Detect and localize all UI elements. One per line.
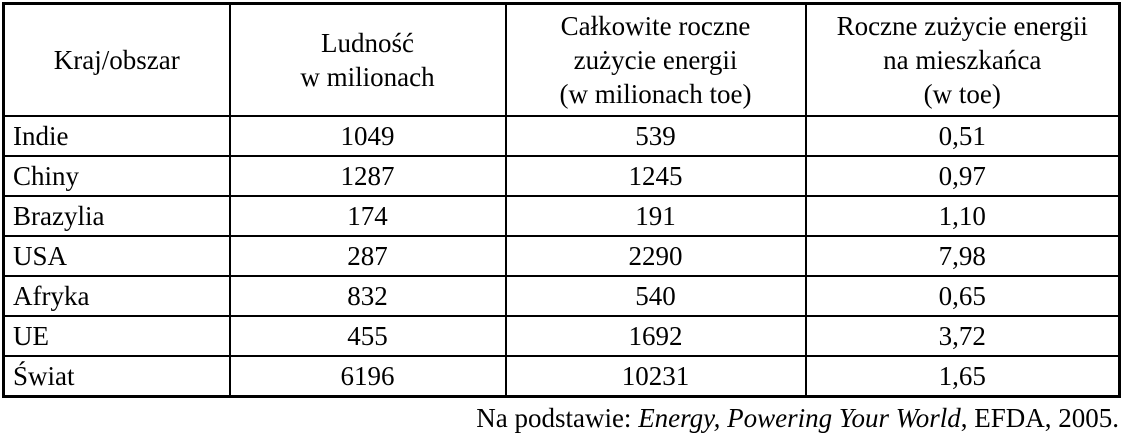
table-row: UE 455 1692 3,72 xyxy=(2,314,1121,357)
cell-population: 174 xyxy=(228,194,507,237)
table-row: Chiny 1287 1245 0,97 xyxy=(2,154,1121,197)
header-zuzycie-na-mieszkanca: Roczne zużycie energii na mieszkańca (w … xyxy=(804,2,1121,117)
cell-population: 1287 xyxy=(228,154,507,197)
cell-country: Brazylia xyxy=(2,194,231,237)
cell-country: Afryka xyxy=(2,274,231,317)
cell-country: Indie xyxy=(2,114,231,157)
table-row: Indie 1049 539 0,51 xyxy=(2,114,1121,157)
cell-total-consumption: 2290 xyxy=(504,234,807,277)
header-row: Kraj/obszar Ludność w milionach Całkowit… xyxy=(2,2,1121,117)
source-caption: Na podstawie: Energy, Powering Your Worl… xyxy=(0,402,1119,434)
header-ludnosc: Ludność w milionach xyxy=(228,2,507,117)
source-caption-title: Energy, Powering Your World xyxy=(638,403,961,433)
table-row: Brazylia 174 191 1,10 xyxy=(2,194,1121,237)
cell-per-capita: 0,97 xyxy=(804,154,1121,197)
cell-population: 287 xyxy=(228,234,507,277)
cell-population: 1049 xyxy=(228,114,507,157)
cell-population: 455 xyxy=(228,314,507,357)
cell-per-capita: 3,72 xyxy=(804,314,1121,357)
cell-country: USA xyxy=(2,234,231,277)
source-caption-prefix: Na podstawie: xyxy=(476,403,639,433)
cell-country: Chiny xyxy=(2,154,231,197)
cell-country: UE xyxy=(2,314,231,357)
cell-total-consumption: 1692 xyxy=(504,314,807,357)
header-calkowite-zuzycie: Całkowite roczne zużycie energii (w mili… xyxy=(504,2,807,117)
cell-per-capita: 1,10 xyxy=(804,194,1121,237)
cell-per-capita: 0,51 xyxy=(804,114,1121,157)
header-kraj-obszar: Kraj/obszar xyxy=(2,2,231,117)
source-caption-suffix: , EFDA, 2005. xyxy=(960,403,1119,433)
cell-total-consumption: 539 xyxy=(504,114,807,157)
table-row: USA 287 2290 7,98 xyxy=(2,234,1121,277)
cell-total-consumption: 1245 xyxy=(504,154,807,197)
energy-consumption-table: Kraj/obszar Ludność w milionach Całkowit… xyxy=(2,2,1121,398)
cell-total-consumption: 10231 xyxy=(504,354,807,397)
table-row: Afryka 832 540 0,65 xyxy=(2,274,1121,317)
cell-per-capita: 0,65 xyxy=(804,274,1121,317)
cell-population: 6196 xyxy=(228,354,507,397)
cell-per-capita: 7,98 xyxy=(804,234,1121,277)
table-row: Świat 6196 10231 1,65 xyxy=(2,354,1121,397)
cell-total-consumption: 191 xyxy=(504,194,807,237)
cell-total-consumption: 540 xyxy=(504,274,807,317)
cell-per-capita: 1,65 xyxy=(804,354,1121,397)
cell-population: 832 xyxy=(228,274,507,317)
cell-country: Świat xyxy=(2,354,231,397)
